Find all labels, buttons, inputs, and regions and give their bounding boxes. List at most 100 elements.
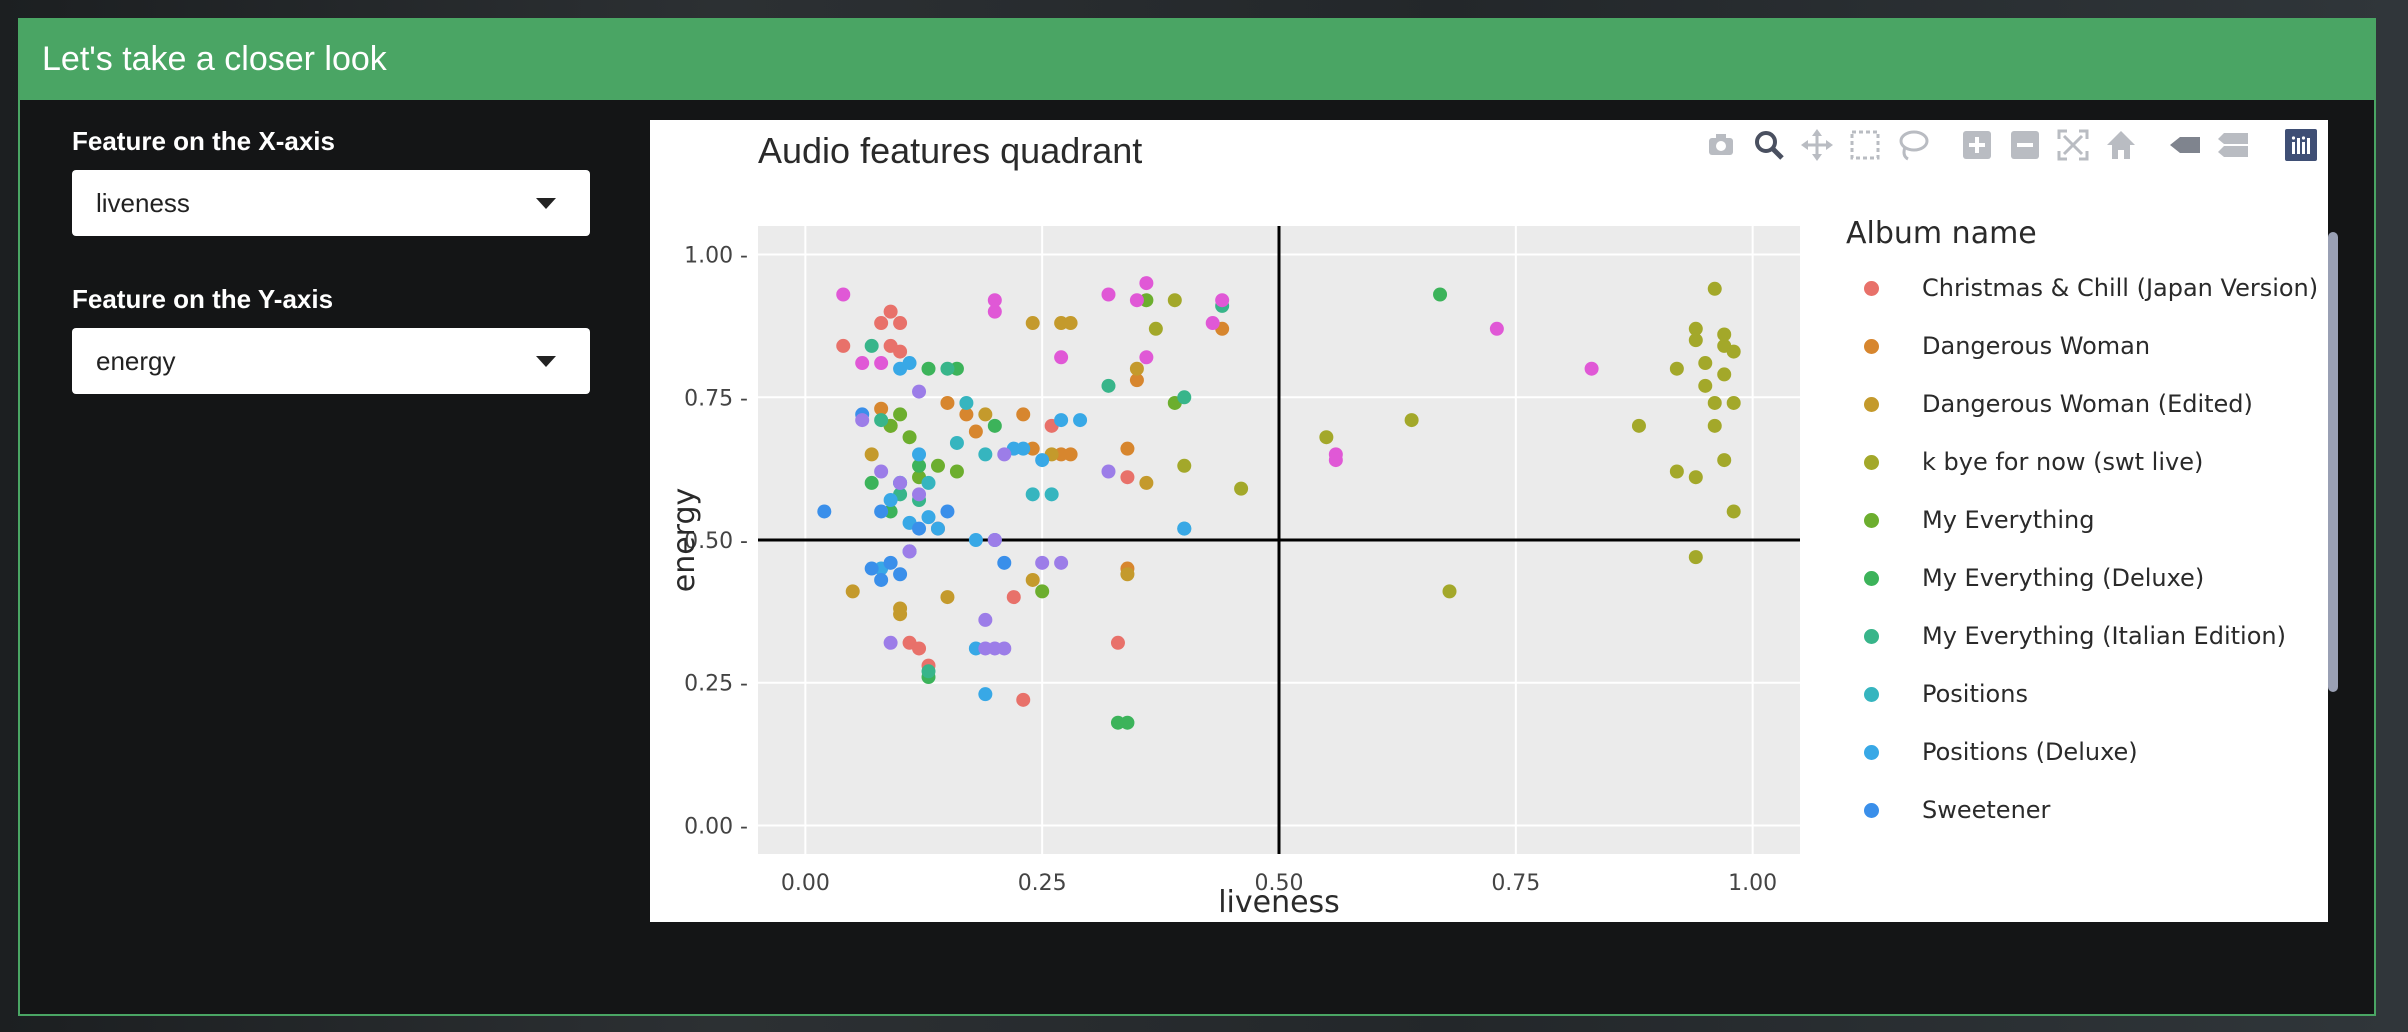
data-point[interactable] bbox=[959, 395, 974, 410]
y-axis-select[interactable]: energy bbox=[72, 328, 590, 394]
pan-icon[interactable] bbox=[1800, 128, 1834, 162]
data-point[interactable] bbox=[1110, 635, 1125, 650]
data-point[interactable] bbox=[1688, 550, 1703, 565]
data-point[interactable] bbox=[912, 521, 927, 536]
data-point[interactable] bbox=[1101, 378, 1116, 393]
data-point[interactable] bbox=[1698, 378, 1713, 393]
data-point[interactable] bbox=[1054, 413, 1069, 428]
data-point[interactable] bbox=[978, 612, 993, 627]
data-point[interactable] bbox=[930, 458, 945, 473]
data-point[interactable] bbox=[874, 572, 889, 587]
data-point[interactable] bbox=[921, 361, 936, 376]
data-point[interactable] bbox=[855, 356, 870, 371]
data-point[interactable] bbox=[1101, 464, 1116, 479]
data-point[interactable] bbox=[893, 316, 908, 331]
data-point[interactable] bbox=[1669, 464, 1684, 479]
data-point[interactable] bbox=[1016, 692, 1031, 707]
data-point[interactable] bbox=[912, 384, 927, 399]
data-point[interactable] bbox=[949, 435, 964, 450]
data-point[interactable] bbox=[1717, 327, 1732, 342]
data-point[interactable] bbox=[997, 555, 1012, 570]
zoom-in-icon[interactable] bbox=[1960, 128, 1994, 162]
data-point[interactable] bbox=[1044, 487, 1059, 502]
data-point[interactable] bbox=[1148, 321, 1163, 336]
x-axis-select[interactable]: liveness bbox=[72, 170, 590, 236]
data-point[interactable] bbox=[968, 424, 983, 439]
data-point[interactable] bbox=[864, 561, 879, 576]
data-point[interactable] bbox=[1726, 395, 1741, 410]
data-point[interactable] bbox=[987, 533, 1002, 547]
data-point[interactable] bbox=[930, 521, 945, 536]
data-point[interactable] bbox=[874, 316, 889, 331]
data-point[interactable] bbox=[836, 338, 851, 353]
legend-scrollbar[interactable] bbox=[2328, 232, 2338, 692]
data-point[interactable] bbox=[1073, 413, 1088, 428]
data-point[interactable] bbox=[1698, 356, 1713, 371]
data-point[interactable] bbox=[1631, 418, 1646, 433]
data-point[interactable] bbox=[940, 504, 955, 519]
data-point[interactable] bbox=[1025, 487, 1040, 502]
hover-closest-icon[interactable] bbox=[2168, 128, 2202, 162]
data-point[interactable] bbox=[912, 447, 927, 462]
data-point[interactable] bbox=[987, 304, 1002, 319]
data-point[interactable] bbox=[1016, 407, 1031, 422]
data-point[interactable] bbox=[912, 641, 927, 656]
data-point[interactable] bbox=[864, 447, 879, 462]
data-point[interactable] bbox=[959, 407, 974, 422]
data-point[interactable] bbox=[883, 493, 898, 508]
data-point[interactable] bbox=[921, 664, 936, 679]
data-point[interactable] bbox=[978, 407, 993, 422]
data-point[interactable] bbox=[1707, 418, 1722, 433]
data-point[interactable] bbox=[1215, 293, 1230, 308]
data-point[interactable] bbox=[1442, 584, 1457, 599]
data-point[interactable] bbox=[817, 504, 832, 519]
data-point[interactable] bbox=[1063, 447, 1078, 462]
data-point[interactable] bbox=[1054, 350, 1069, 365]
box-select-icon[interactable] bbox=[1848, 128, 1882, 162]
data-point[interactable] bbox=[1025, 572, 1040, 587]
data-point[interactable] bbox=[1167, 293, 1182, 308]
data-point[interactable] bbox=[893, 475, 908, 490]
data-point[interactable] bbox=[1489, 321, 1504, 336]
zoom-icon[interactable] bbox=[1752, 128, 1786, 162]
data-point[interactable] bbox=[1688, 470, 1703, 485]
data-point[interactable] bbox=[1129, 293, 1144, 308]
data-point[interactable] bbox=[1129, 373, 1144, 388]
data-point[interactable] bbox=[1404, 413, 1419, 428]
data-point[interactable] bbox=[874, 464, 889, 479]
data-point[interactable] bbox=[1205, 316, 1220, 331]
data-point[interactable] bbox=[1234, 481, 1249, 496]
data-point[interactable] bbox=[987, 418, 1002, 433]
data-point[interactable] bbox=[1129, 361, 1144, 376]
data-point[interactable] bbox=[1139, 350, 1154, 365]
data-point[interactable] bbox=[864, 475, 879, 490]
plotly-logo-icon[interactable] bbox=[2284, 128, 2318, 162]
data-point[interactable] bbox=[1139, 276, 1154, 291]
data-point[interactable] bbox=[902, 544, 917, 559]
data-point[interactable] bbox=[874, 401, 889, 416]
home-icon[interactable] bbox=[2104, 128, 2138, 162]
data-point[interactable] bbox=[883, 555, 898, 570]
data-point[interactable] bbox=[1139, 475, 1154, 490]
data-point[interactable] bbox=[883, 635, 898, 650]
data-point[interactable] bbox=[1669, 361, 1684, 376]
data-point[interactable] bbox=[1120, 441, 1135, 456]
data-point[interactable] bbox=[1177, 390, 1192, 405]
data-point[interactable] bbox=[1120, 567, 1135, 582]
data-point[interactable] bbox=[1101, 287, 1116, 302]
data-point[interactable] bbox=[940, 361, 955, 376]
data-point[interactable] bbox=[921, 510, 936, 525]
data-point[interactable] bbox=[1035, 453, 1050, 468]
data-point[interactable] bbox=[1433, 287, 1448, 302]
data-point[interactable] bbox=[940, 590, 955, 605]
data-point[interactable] bbox=[883, 304, 898, 319]
data-point[interactable] bbox=[1120, 470, 1135, 485]
scatter-plot[interactable]: 0.00 0.25 0.50 0.75 1.00 0.00 -0.25 -0.50 -0… bbox=[650, 120, 1830, 922]
data-point[interactable] bbox=[978, 447, 993, 462]
data-point[interactable] bbox=[1035, 555, 1050, 570]
data-point[interactable] bbox=[836, 287, 851, 302]
data-point[interactable] bbox=[1584, 361, 1599, 376]
data-point[interactable] bbox=[1319, 430, 1334, 445]
data-point[interactable] bbox=[997, 641, 1012, 656]
data-point[interactable] bbox=[893, 407, 908, 422]
